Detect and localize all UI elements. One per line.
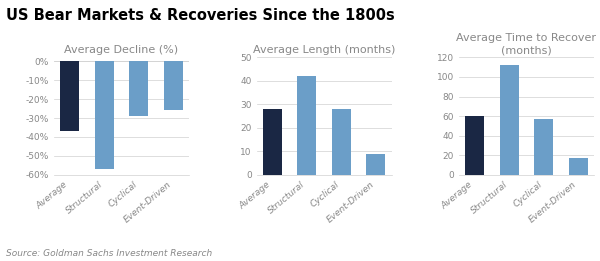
Title: Average Length (months): Average Length (months)	[253, 45, 395, 55]
Bar	[297, 76, 316, 175]
Text: Source: Goldman Sachs Investment Research: Source: Goldman Sachs Investment Researc…	[6, 250, 212, 258]
Bar	[332, 109, 351, 175]
Bar	[534, 119, 553, 175]
Bar	[569, 158, 588, 175]
Bar	[263, 109, 281, 175]
Bar	[367, 154, 385, 175]
Title: Average Decline (%): Average Decline (%)	[64, 45, 179, 55]
Text: US Bear Markets & Recoveries Since the 1800s: US Bear Markets & Recoveries Since the 1…	[6, 8, 395, 23]
Bar	[164, 61, 183, 110]
Bar	[500, 65, 519, 175]
Title: Average Time to Recover
(months): Average Time to Recover (months)	[457, 33, 596, 55]
Bar	[465, 116, 484, 175]
Bar	[95, 61, 114, 169]
Bar	[129, 61, 148, 116]
Bar	[60, 61, 79, 131]
